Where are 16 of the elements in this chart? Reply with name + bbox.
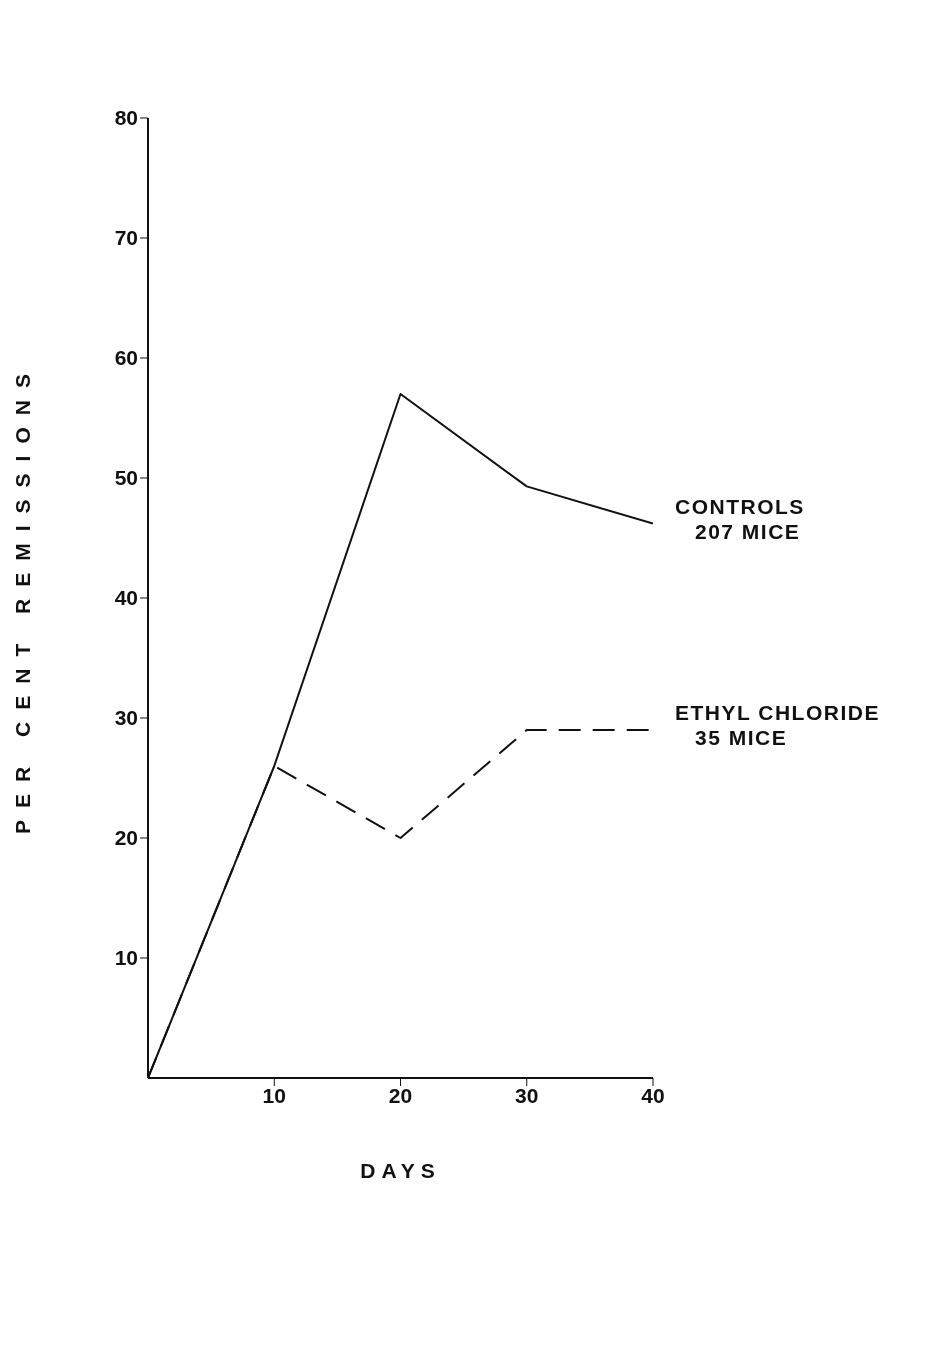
- y-tick-label: 80: [114, 106, 138, 130]
- y-axis-title: PER CENT REMISSIONS: [11, 362, 35, 834]
- y-tick-label: 20: [114, 826, 138, 850]
- x-tick-label: 10: [262, 1083, 286, 1107]
- x-tick-label: 30: [515, 1083, 539, 1107]
- y-tick-label: 50: [114, 466, 138, 490]
- y-tick-label: 60: [114, 346, 138, 370]
- series-label: CONTROLS 207 MICE: [675, 494, 805, 543]
- y-tick-label: 70: [114, 226, 138, 250]
- x-tick-label: 40: [641, 1083, 665, 1107]
- series-label: ETHYL CHLORIDE 35 MICE: [675, 701, 880, 749]
- x-tick-label: 20: [388, 1083, 413, 1107]
- y-tick-label: 10: [114, 946, 138, 970]
- x-axis-title: DAYS: [360, 1159, 441, 1182]
- y-tick-label: 30: [114, 706, 138, 730]
- y-tick-label: 40: [114, 586, 138, 610]
